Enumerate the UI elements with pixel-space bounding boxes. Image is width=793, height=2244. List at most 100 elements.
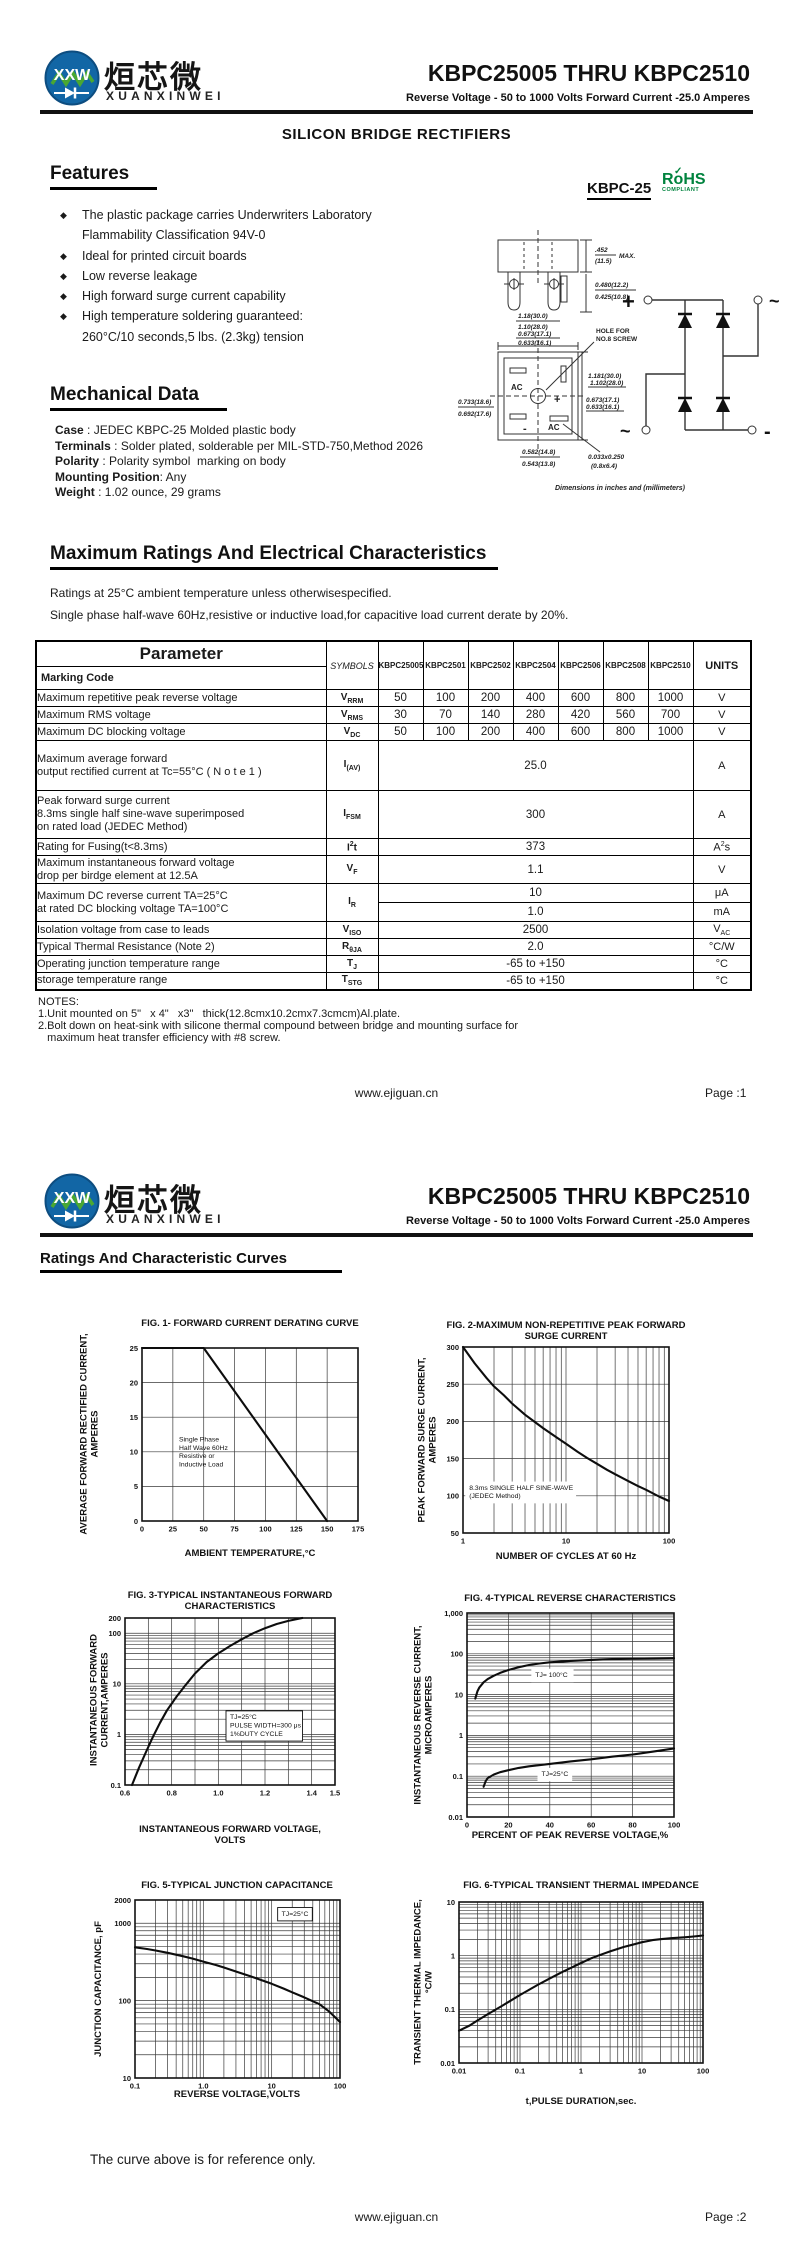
column-header-units: UNITS	[692, 640, 752, 690]
doc-title: SILICON BRIDGE RECTIFIERS	[281, 126, 512, 143]
brand-logo: XXW	[44, 1173, 100, 1229]
diamond-bullet-icon: ◆	[60, 291, 67, 302]
column-header-model: KBPC2501	[422, 640, 469, 690]
dim-front-height-max: MAX.	[619, 253, 635, 260]
dim-height-b: 1.102(28.0)	[590, 380, 623, 387]
parameter-cell: Maximum repetitive peak reverse voltage	[35, 689, 327, 707]
svg-text:10: 10	[267, 2082, 275, 2091]
svg-text:100: 100	[334, 2082, 347, 2091]
svg-text:5: 5	[134, 1482, 138, 1491]
mechanical-row: Weight : 1.02 ounce, 29 grams	[55, 485, 221, 499]
value-cell: 50	[377, 689, 424, 707]
symbol-cell: VF	[325, 855, 379, 884]
pad-plus-label: +	[554, 394, 560, 406]
chart-annotation: TJ=25°C	[542, 1770, 569, 1778]
chart-title: FIG. 1- FORWARD CURRENT DERATING CURVE	[141, 1318, 359, 1329]
chart-annotation: PULSE WIDTH=300 μs	[230, 1723, 302, 1730]
svg-text:250: 250	[446, 1380, 459, 1389]
value-cell-span: 2.0	[377, 938, 694, 956]
units-cell: V	[692, 855, 752, 884]
rohs-logo: RoHS COMPLIANT ✓	[662, 166, 722, 193]
value-cell-span: 1.0	[377, 902, 694, 922]
feature-item-continuation: Flammability Classification 94V-0	[82, 228, 266, 243]
svg-text:1.5: 1.5	[330, 1789, 340, 1798]
chart-xlabel: PERCENT OF PEAK REVERSE VOLTAGE,%	[471, 1830, 669, 1841]
dim-left-a: 0.733(18.6)	[458, 399, 491, 406]
symbol-cell: I2t	[325, 838, 379, 856]
parameter-cell: Maximum average forward output rectified…	[35, 740, 327, 791]
value-cell-span: 2500	[377, 921, 694, 939]
dim-front-height-b: (11.5)	[595, 258, 612, 265]
svg-text:100: 100	[108, 1629, 121, 1638]
svg-text:300: 300	[446, 1343, 459, 1352]
svg-text:1: 1	[459, 1731, 463, 1740]
circuit-ac2-label: ~	[620, 421, 631, 441]
value-cell-span: 10	[377, 883, 694, 903]
circuit-plus-label: +	[622, 289, 635, 314]
svg-text:60: 60	[587, 1821, 595, 1830]
parameter-cell: Operating junction temperature range	[35, 955, 327, 973]
feature-item: ◆ Ideal for printed circuit boards	[60, 246, 372, 266]
svg-text:1: 1	[461, 1537, 465, 1546]
svg-text:10: 10	[638, 2067, 646, 2076]
chart-plot: 0.01 0.1 1 10 100 1,000 0 20 40 60 80 100 TJ= 100°C T…	[444, 1609, 680, 1830]
value-cell: 800	[602, 689, 649, 707]
svg-text:100: 100	[450, 1650, 463, 1659]
symbol-cell: IR	[325, 883, 379, 922]
symbol-cell: TJ	[325, 955, 379, 973]
header-divider	[40, 1233, 753, 1237]
data-curve-surge	[461, 1345, 671, 1503]
ratings-table-container: Parameter Marking Code SYMBOLS KBPC25005 KBP…	[35, 640, 752, 991]
dim-inner-width-b: 0.633(16.1)	[518, 340, 551, 347]
brand-english-name: XUANXINWEI	[106, 1212, 225, 1226]
chart-plot: 0.1 1 10 100 200 0.6 0.8 1.0 1.2 1.4 1.5 TJ=25°C PUL…	[108, 1614, 340, 1798]
svg-text:100: 100	[259, 1525, 272, 1534]
svg-text:0.8: 0.8	[166, 1789, 176, 1798]
data-curve-forward	[130, 1616, 304, 1787]
chart-plot: 0 5 10 15 20 25 0 25 50 75 100 125 150 175 Single Phas…	[130, 1344, 365, 1534]
svg-text:0.1: 0.1	[453, 1772, 463, 1781]
rohs-compliant-text: COMPLIANT	[662, 187, 700, 193]
value-cell: 600	[557, 723, 604, 741]
feature-item: ◆ Low reverse leakage	[60, 266, 372, 286]
dim-width-a: 1.18(30.0)	[518, 313, 548, 320]
dim-inner-height-b: 0.633(16.1)	[586, 404, 619, 411]
chart-annotation: Resistive or	[179, 1453, 215, 1460]
curves-heading: Ratings And Characteristic Curves	[40, 1250, 343, 1273]
page-subtitle: Reverse Voltage - 50 to 1000 Volts Forwa…	[406, 1215, 750, 1227]
units-cell: A	[692, 740, 752, 791]
symbol-cell: VDC	[325, 723, 379, 741]
units-cell: A2s	[692, 838, 752, 856]
svg-text:100: 100	[446, 1492, 459, 1501]
header-divider	[40, 110, 753, 114]
svg-text:0.1: 0.1	[445, 2005, 455, 2014]
symbol-cell: VISO	[325, 921, 379, 939]
value-cell: 400	[512, 689, 559, 707]
units-cell: VAC	[692, 921, 752, 939]
svg-text:175: 175	[352, 1525, 365, 1534]
column-header-parameter: Parameter Marking Code	[35, 640, 327, 690]
symbol-cell: VRMS	[325, 706, 379, 724]
dim-pin-length-a: 0.480(12.2)	[595, 282, 628, 289]
dim-inner-width-a: 0.673(17.1)	[518, 331, 551, 338]
table-row: Maximum repetitive peak reverse voltage V…	[35, 689, 752, 707]
svg-text:1000: 1000	[114, 1919, 131, 1928]
svg-text:150: 150	[446, 1454, 459, 1463]
symbol-cell: VRRM	[325, 689, 379, 707]
svg-text:75: 75	[230, 1525, 238, 1534]
chart-xlabel: REVERSE VOLTAGE,VOLTS	[173, 2089, 301, 2100]
svg-text:0: 0	[140, 1525, 144, 1534]
page-title: KBPC25005 THRU KBPC2510	[427, 60, 750, 86]
svg-text:1.0: 1.0	[213, 1789, 223, 1798]
svg-text:10: 10	[113, 1680, 121, 1689]
parameter-cell: storage temperature range	[35, 972, 327, 990]
svg-text:200: 200	[108, 1614, 121, 1623]
table-row: Operating junction temperature range TJ -6…	[35, 955, 752, 973]
svg-text:10: 10	[123, 2074, 131, 2083]
chart-xlabel: t,PULSE DURATION,sec.	[525, 2096, 637, 2107]
table-row: Typical Thermal Resistance (Note 2) RθJA 2…	[35, 938, 752, 956]
page-title: KBPC25005 THRU KBPC2510	[427, 1183, 750, 1209]
feature-item-continuation: 260°C/10 seconds,5 lbs. (2.3kg) tension	[82, 329, 304, 344]
feature-item: ◆ High temperature soldering guaranteed:	[60, 306, 372, 326]
